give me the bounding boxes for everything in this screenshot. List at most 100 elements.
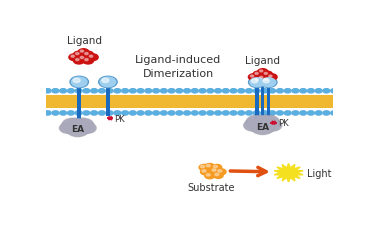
Circle shape [238, 89, 245, 93]
Circle shape [331, 111, 337, 116]
Circle shape [300, 111, 307, 116]
Circle shape [145, 111, 152, 116]
Circle shape [80, 51, 84, 53]
Circle shape [78, 56, 89, 63]
Text: Ligand-induced
Dimerization: Ligand-induced Dimerization [135, 54, 221, 78]
Circle shape [69, 119, 87, 129]
Circle shape [62, 119, 83, 132]
Circle shape [44, 111, 51, 116]
Circle shape [67, 111, 74, 116]
Circle shape [238, 111, 245, 116]
FancyBboxPatch shape [106, 88, 110, 117]
Circle shape [284, 89, 291, 93]
Circle shape [106, 111, 113, 116]
FancyBboxPatch shape [255, 88, 259, 125]
Circle shape [253, 78, 263, 84]
Circle shape [259, 77, 263, 79]
Circle shape [102, 79, 109, 83]
Circle shape [184, 89, 191, 93]
Circle shape [215, 89, 222, 93]
Circle shape [145, 89, 152, 93]
Circle shape [248, 74, 259, 81]
Circle shape [284, 111, 291, 116]
Circle shape [323, 111, 330, 116]
Circle shape [215, 111, 222, 116]
FancyBboxPatch shape [261, 88, 264, 125]
Circle shape [75, 59, 79, 61]
Circle shape [300, 89, 307, 93]
Circle shape [72, 119, 94, 132]
FancyBboxPatch shape [46, 96, 333, 109]
Circle shape [106, 89, 113, 93]
Circle shape [74, 120, 92, 131]
Circle shape [60, 111, 67, 116]
Circle shape [272, 122, 275, 124]
Circle shape [262, 78, 272, 84]
Circle shape [253, 89, 260, 93]
Circle shape [80, 57, 84, 59]
Circle shape [260, 78, 277, 88]
Circle shape [83, 89, 90, 93]
Circle shape [108, 118, 112, 120]
Circle shape [74, 52, 84, 59]
Circle shape [250, 76, 254, 78]
Circle shape [100, 78, 116, 87]
Circle shape [83, 111, 90, 116]
Circle shape [250, 79, 264, 87]
Circle shape [206, 165, 210, 167]
Circle shape [75, 89, 82, 93]
Circle shape [114, 89, 121, 93]
Circle shape [264, 79, 268, 81]
Circle shape [199, 165, 209, 171]
FancyBboxPatch shape [77, 88, 81, 125]
Text: Light: Light [307, 168, 332, 178]
Circle shape [261, 111, 268, 116]
Circle shape [114, 111, 121, 116]
Circle shape [60, 123, 77, 134]
Circle shape [83, 58, 94, 65]
Circle shape [137, 89, 144, 93]
Text: EA: EA [256, 122, 269, 131]
Circle shape [269, 89, 276, 93]
Text: PK: PK [114, 114, 125, 123]
Circle shape [70, 77, 88, 88]
Circle shape [207, 89, 214, 93]
Circle shape [201, 166, 205, 168]
Circle shape [315, 111, 322, 116]
Circle shape [261, 79, 276, 87]
Circle shape [269, 76, 272, 78]
Circle shape [261, 89, 268, 93]
Circle shape [282, 169, 295, 177]
Circle shape [255, 79, 258, 81]
Circle shape [262, 72, 272, 78]
Circle shape [253, 72, 263, 78]
Circle shape [276, 111, 283, 116]
Circle shape [85, 59, 88, 61]
Circle shape [71, 78, 87, 87]
Circle shape [67, 89, 74, 93]
Circle shape [99, 77, 117, 88]
Circle shape [212, 169, 216, 172]
Circle shape [130, 111, 136, 116]
Circle shape [269, 111, 276, 116]
Circle shape [191, 111, 198, 116]
Circle shape [160, 89, 167, 93]
Circle shape [245, 121, 261, 131]
Circle shape [202, 170, 206, 172]
Circle shape [244, 120, 262, 131]
Circle shape [137, 111, 144, 116]
Circle shape [263, 120, 282, 131]
Circle shape [176, 111, 183, 116]
Circle shape [246, 89, 252, 93]
Circle shape [60, 89, 67, 93]
Text: Ligand: Ligand [245, 56, 280, 66]
Circle shape [248, 116, 268, 129]
Circle shape [63, 120, 82, 131]
Text: Ligand: Ligand [67, 35, 102, 46]
Circle shape [331, 89, 337, 93]
Circle shape [168, 89, 175, 93]
Circle shape [230, 89, 237, 93]
Circle shape [255, 73, 258, 75]
Circle shape [307, 89, 314, 93]
Circle shape [323, 89, 330, 93]
